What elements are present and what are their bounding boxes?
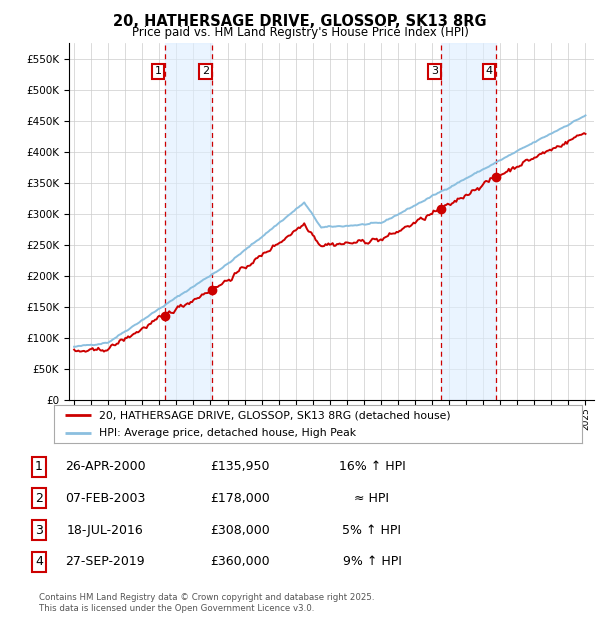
Text: 20, HATHERSAGE DRIVE, GLOSSOP, SK13 8RG (detached house): 20, HATHERSAGE DRIVE, GLOSSOP, SK13 8RG …	[99, 410, 451, 420]
Text: £360,000: £360,000	[210, 556, 270, 568]
Text: 2: 2	[202, 66, 209, 76]
Text: 9% ↑ HPI: 9% ↑ HPI	[343, 556, 401, 568]
Text: 1: 1	[154, 66, 161, 76]
Text: 27-SEP-2019: 27-SEP-2019	[65, 556, 145, 568]
Text: Contains HM Land Registry data © Crown copyright and database right 2025.
This d: Contains HM Land Registry data © Crown c…	[39, 593, 374, 613]
Text: £135,950: £135,950	[210, 461, 270, 473]
Text: 20, HATHERSAGE DRIVE, GLOSSOP, SK13 8RG: 20, HATHERSAGE DRIVE, GLOSSOP, SK13 8RG	[113, 14, 487, 29]
Text: Price paid vs. HM Land Registry's House Price Index (HPI): Price paid vs. HM Land Registry's House …	[131, 26, 469, 39]
Bar	[441, 43, 496, 400]
Text: 3: 3	[431, 66, 438, 76]
Text: 07-FEB-2003: 07-FEB-2003	[65, 492, 145, 505]
Text: 4: 4	[35, 556, 43, 568]
Bar	[165, 43, 212, 400]
Text: 3: 3	[35, 524, 43, 536]
Text: £308,000: £308,000	[210, 524, 270, 536]
Text: 1: 1	[35, 461, 43, 473]
Text: 16% ↑ HPI: 16% ↑ HPI	[338, 461, 406, 473]
Text: £178,000: £178,000	[210, 492, 270, 505]
Text: 5% ↑ HPI: 5% ↑ HPI	[343, 524, 401, 536]
Text: 4: 4	[485, 66, 493, 76]
Text: 18-JUL-2016: 18-JUL-2016	[67, 524, 143, 536]
Text: ≈ HPI: ≈ HPI	[355, 492, 389, 505]
Text: 2: 2	[35, 492, 43, 505]
Text: 26-APR-2000: 26-APR-2000	[65, 461, 145, 473]
Text: HPI: Average price, detached house, High Peak: HPI: Average price, detached house, High…	[99, 428, 356, 438]
